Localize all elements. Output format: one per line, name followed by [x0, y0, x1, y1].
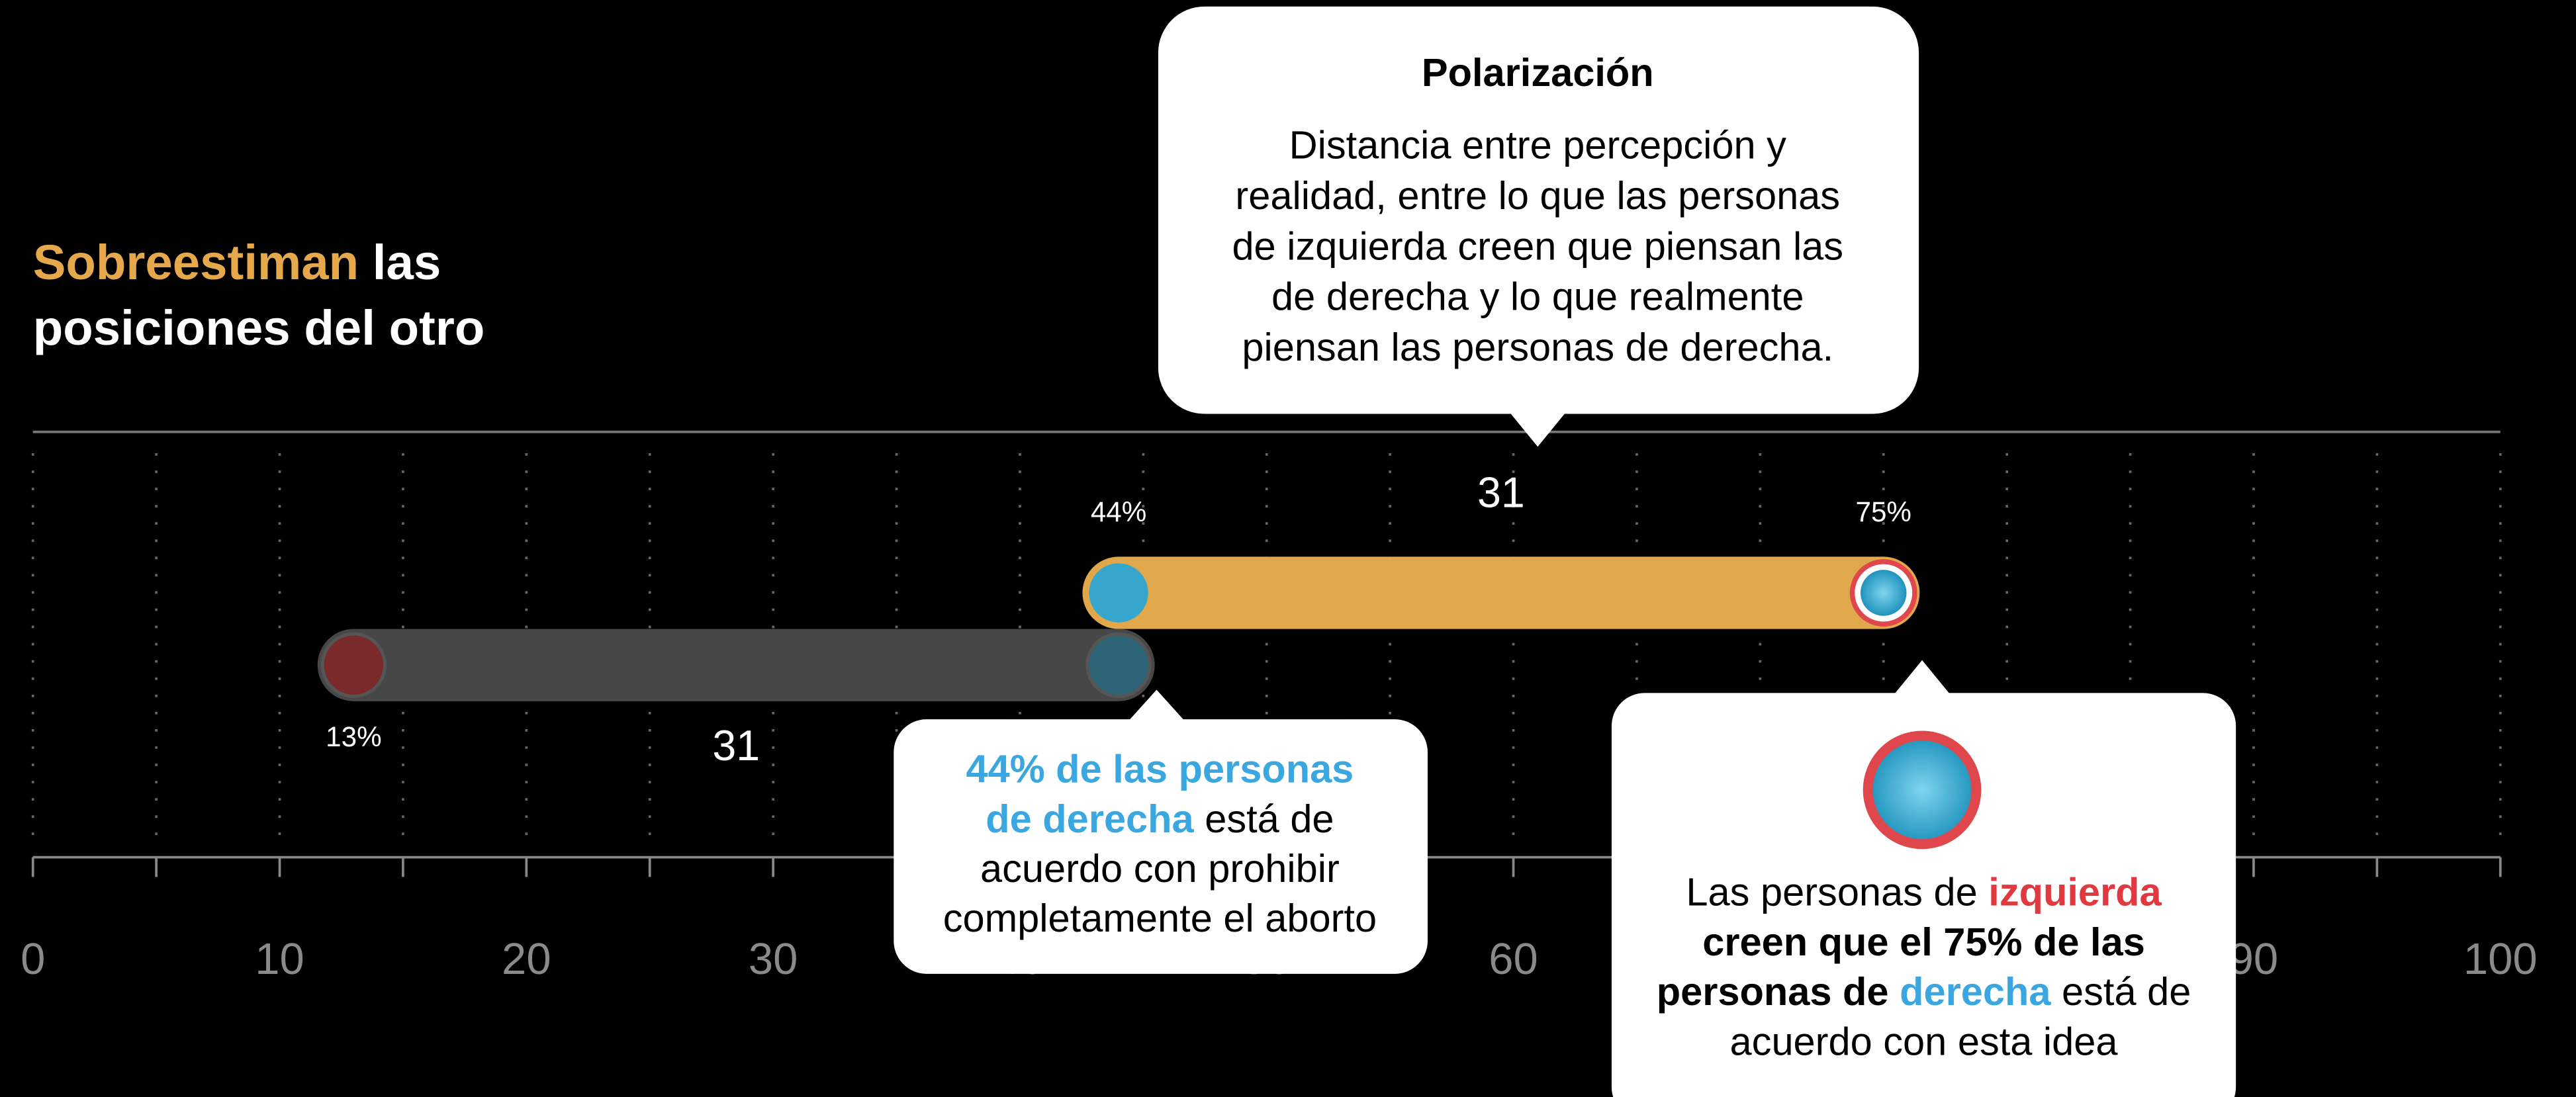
- callout-segment: 44% de las personas: [966, 746, 1354, 791]
- bars: 44% 75% 31 13% 31: [317, 469, 1920, 769]
- callout-line: piensan las personas de derecha.: [1242, 325, 1833, 369]
- callout-box: [894, 719, 1428, 974]
- end-dot: [1860, 570, 1907, 616]
- x-tick-label: 20: [502, 934, 551, 984]
- x-tick-label: 30: [749, 934, 798, 984]
- callout-segment: creen que el 75% de las: [1702, 920, 2145, 964]
- callout-segment: realidad, entre lo que las personas: [1235, 173, 1840, 218]
- callout-line: de derecha está de: [986, 796, 1334, 840]
- callout-line: completamente el aborto: [943, 896, 1377, 940]
- gap-label: 31: [1477, 469, 1525, 517]
- callout-line: acuerdo con esta idea: [1730, 1019, 2119, 1063]
- callout-pointer: [1127, 689, 1187, 723]
- chart-title: posiciones del otro: [33, 300, 485, 355]
- start-dot: [320, 632, 387, 698]
- callout-line: creen que el 75% de las: [1702, 920, 2145, 964]
- value-label: 44%: [1091, 496, 1146, 527]
- range-bar: [1082, 556, 1920, 629]
- callout-segment: Las personas de: [1686, 869, 1988, 914]
- gap-label: 31: [712, 722, 760, 769]
- range-bar: [317, 629, 1155, 701]
- callout-left: [894, 689, 1428, 974]
- callout-line: Distancia entre percepción y: [1289, 122, 1787, 167]
- callout-segment: piensan las personas de derecha.: [1242, 325, 1833, 369]
- callout-box: [1611, 693, 2236, 1097]
- callout-segment: acuerdo con prohibir: [980, 846, 1340, 891]
- callout-segment: de izquierda creen que piensan las: [1232, 224, 1843, 268]
- callout-line: 44% de las personas: [966, 746, 1354, 791]
- callout-segment: acuerdo con esta idea: [1730, 1019, 2119, 1063]
- callout-pointer: [1508, 410, 1567, 447]
- callout-line: de derecha y lo que realmente: [1271, 274, 1804, 318]
- callout-segment: personas de: [1657, 969, 1900, 1014]
- callout-right: [1611, 660, 2236, 1097]
- x-tick-label: 100: [2463, 934, 2538, 984]
- x-tick-label: 10: [255, 934, 304, 984]
- callouts: Polarización Distancia entre percepción y…: [894, 6, 2236, 1097]
- title-highlight: Sobreestiman: [33, 235, 359, 290]
- callout-segment: izquierda: [1988, 869, 2162, 914]
- callout-title: Polarización: [1422, 50, 1654, 95]
- callout-line: personas de derecha está de: [1657, 969, 2191, 1014]
- callout-line: realidad, entre lo que las personas: [1235, 173, 1840, 218]
- title-text: las: [373, 235, 441, 290]
- icon-ring-dot: [1863, 730, 1982, 850]
- x-tick-label: 0: [21, 934, 45, 984]
- end-dot: [1085, 632, 1152, 698]
- callout-polarization: [1158, 6, 1919, 447]
- callout-segment: derecha: [1900, 969, 2051, 1014]
- callout-segment: está de: [2050, 969, 2191, 1014]
- x-tick-label: 60: [1489, 934, 1538, 984]
- callout-line: Las personas de izquierda: [1686, 869, 2162, 914]
- value-label: 13%: [326, 721, 381, 752]
- x-tick-label: 90: [2229, 934, 2279, 984]
- callout-line: acuerdo con prohibir: [980, 846, 1340, 891]
- callout-box: [1158, 6, 1919, 414]
- value-label: 75%: [1856, 496, 1911, 527]
- callout-segment: de derecha: [986, 796, 1194, 840]
- callout-segment: de derecha y lo que realmente: [1271, 274, 1804, 318]
- start-dot: [1085, 560, 1152, 626]
- callout-segment: Distancia entre percepción y: [1289, 122, 1787, 167]
- callout-pointer: [1892, 660, 1952, 697]
- chart-title: Sobreestiman las: [33, 235, 441, 290]
- callout-segment: está de: [1194, 796, 1334, 840]
- callout-segment: completamente el aborto: [943, 896, 1377, 940]
- callout-line: de izquierda creen que piensan las: [1232, 224, 1843, 268]
